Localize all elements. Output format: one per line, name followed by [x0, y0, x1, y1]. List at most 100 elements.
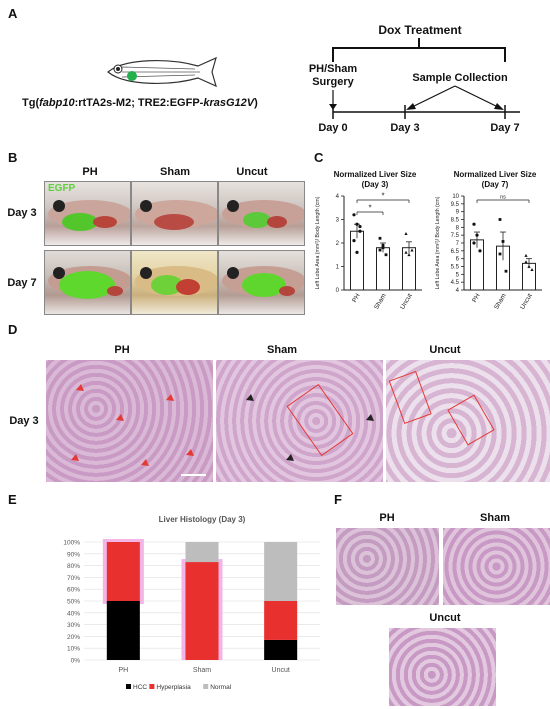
c2-point — [498, 252, 502, 256]
f-label-ph: PH — [379, 512, 395, 524]
day3-label: Day 3 — [390, 122, 420, 134]
e-bar-segment-hyperplasia — [264, 601, 298, 640]
sample-collection-label: Sample Collection — [412, 72, 508, 84]
c1-point — [352, 213, 356, 217]
c1-point — [358, 224, 362, 229]
chart-c-day7: 4 4.5 55.5 6 6.5 7 7.5 88.5 9 9.5 10 Left Lobe Area… — [435, 194, 542, 311]
c2-ytick-label: 8 — [456, 225, 460, 231]
b-col-uncut: Uncut — [236, 166, 268, 178]
c1-point — [404, 232, 408, 235]
e-legend-label: Normal — [210, 684, 232, 691]
egfp-label: EGFP — [48, 183, 76, 194]
c1-point — [410, 248, 414, 252]
day0-label: Day 0 — [318, 122, 348, 134]
timeline-diagram — [329, 38, 520, 119]
e-ytick-label: 60% — [67, 587, 80, 594]
e-ytick-label: 70% — [67, 575, 80, 582]
photo-sham-day7 — [131, 250, 218, 315]
b-row-day7: Day 7 — [7, 277, 37, 289]
c1-sig-label: * — [368, 204, 371, 213]
c1-xtick-label: Sham — [373, 293, 388, 311]
panel-letter-b: B — [8, 150, 18, 165]
e-ytick-label: 0% — [71, 658, 81, 665]
e-ytick-label: 80% — [67, 563, 80, 570]
c2-ytick-label: 4.5 — [451, 280, 460, 286]
c2-ytick-label: 5 — [456, 272, 460, 278]
c2-point — [475, 233, 479, 237]
c1-bar — [376, 247, 390, 291]
c1-point — [355, 222, 359, 226]
c2-ytick-label: 5.5 — [451, 265, 460, 271]
dox-treatment-label: Dox Treatment — [378, 23, 462, 37]
c1-ylabel: Left Lobe Area (mm²)/ Body Length (cm) — [315, 196, 321, 289]
c2-point — [478, 249, 482, 253]
c2-point — [524, 253, 528, 257]
e-legend-swatch — [149, 684, 155, 689]
e-xtick-label: PH — [118, 667, 128, 674]
panel-letter-e: E — [8, 492, 17, 507]
chart-c-day3: 0 1 2 3 4 Left Lobe Area (mm²)/ Body Length (… — [315, 192, 422, 311]
c1-point — [352, 239, 356, 243]
c1-point — [407, 253, 411, 257]
c1-xtick-label: PH — [351, 292, 362, 304]
chart-e-histology: Liver Histology (Day 3) 0% 10% 20% 30% 40% 50%… — [63, 515, 320, 691]
c1-ytick-label: 0 — [336, 288, 340, 294]
e-legend-label: Hyperplasia — [156, 684, 191, 691]
f-histology-sham — [443, 528, 550, 605]
histology-uncut — [386, 360, 550, 482]
c1-point — [404, 250, 408, 254]
c1-bar — [350, 230, 364, 291]
c1-ytick-label: 4 — [336, 194, 340, 200]
b-col-sham: Sham — [160, 166, 190, 178]
e-legend-label: HCC — [133, 684, 147, 691]
c2-ytick-label: 9.5 — [451, 202, 460, 208]
c1-point — [378, 248, 382, 252]
c1-ytick-label: 3 — [336, 218, 340, 224]
photo-ph-day7 — [44, 250, 131, 315]
photo-uncut-day7 — [218, 250, 305, 315]
e-bar-segment-hcc — [106, 601, 140, 660]
genotype-label: Tg(fabp10:rtTA2s-M2; TRE2:EGFP-krasG12V) — [22, 97, 258, 109]
e-ytick-label: 40% — [67, 610, 80, 617]
photo-uncut-day3 — [218, 181, 305, 246]
c2-point — [530, 268, 534, 272]
c2-point — [472, 241, 476, 245]
b-col-ph: PH — [82, 166, 98, 178]
panel-letter-a: A — [8, 6, 18, 21]
e-xtick-label: Sham — [193, 667, 211, 674]
f-label-uncut: Uncut — [429, 612, 461, 624]
surgery-label-2: Surgery — [312, 76, 354, 88]
e-bar-segment-hyperplasia — [106, 542, 140, 601]
c2-ylabel: Left Lobe Area (mm²)/ Body Length (cm) — [435, 196, 441, 289]
e-legend-swatch — [203, 684, 209, 689]
e-legend-swatch — [126, 684, 131, 689]
surgery-label-1: PH/Sham — [308, 63, 358, 75]
c2-point — [527, 264, 531, 268]
panel-letter-f: F — [334, 492, 342, 507]
c2-ytick-label: 6.5 — [451, 249, 460, 255]
c1-point — [381, 246, 385, 250]
c2-ytick-label: 8.5 — [451, 218, 460, 224]
c1-point — [378, 236, 382, 240]
b-row-day3: Day 3 — [7, 207, 37, 219]
d-col-uncut: Uncut — [429, 344, 461, 356]
d-row-day3: Day 3 — [9, 415, 39, 427]
c2-point — [472, 222, 476, 226]
c1-xtick-label: Uncut — [399, 292, 414, 310]
chart-c2-title: Normalized Liver Size (Day 7) — [453, 170, 537, 189]
d-col-sham: Sham — [267, 344, 297, 356]
c1-point — [355, 250, 359, 254]
chart-c1-title: Normalized Liver Size (Day 3) — [333, 170, 417, 189]
c2-ytick-label: 9 — [456, 210, 460, 216]
c2-sig-label: ns — [500, 195, 506, 201]
c2-point — [498, 218, 502, 221]
c2-point — [524, 260, 528, 264]
c1-ytick-label: 1 — [336, 265, 340, 271]
c1-point — [381, 243, 385, 247]
c2-ytick-label: 6 — [456, 257, 460, 263]
c2-xtick-label: Sham — [493, 293, 508, 311]
histology-sham — [216, 360, 383, 482]
zebrafish-illustration — [107, 56, 217, 88]
e-bar-segment-hyperplasia — [185, 562, 219, 660]
e-ytick-label: 50% — [67, 599, 80, 606]
